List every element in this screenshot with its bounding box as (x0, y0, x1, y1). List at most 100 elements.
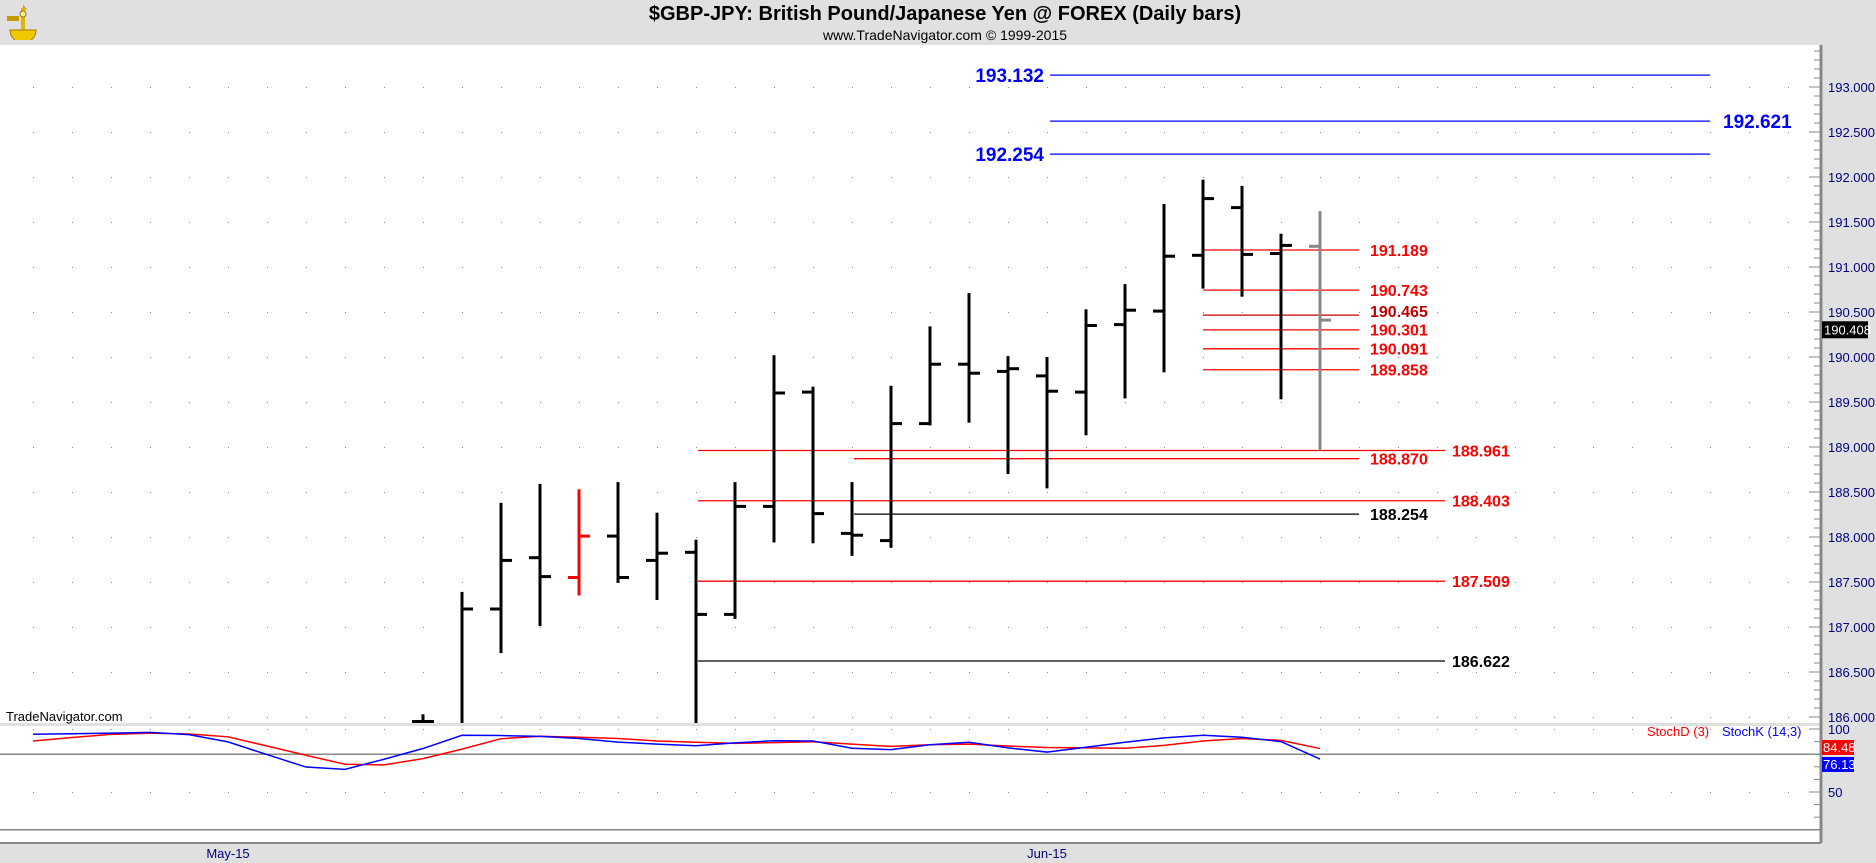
grid-dot (1593, 357, 1594, 358)
ohlc-bar (685, 539, 707, 723)
grid-dot (72, 582, 73, 583)
grid-dot (930, 132, 931, 133)
grid-dot (1749, 357, 1750, 358)
grid-dot (1749, 222, 1750, 223)
level-label: 189.858 (1370, 363, 1428, 380)
grid-dot (306, 537, 307, 538)
grid-dot (306, 447, 307, 448)
grid-dot (696, 222, 697, 223)
grid-dot (1203, 492, 1204, 493)
grid-dot (1008, 729, 1009, 730)
grid-dot (696, 87, 697, 88)
grid-dot (423, 492, 424, 493)
grid-dot (1710, 357, 1711, 358)
grid-dot (423, 222, 424, 223)
grid-dot (1476, 132, 1477, 133)
ohlc-bar (607, 482, 629, 583)
grid-dot (1008, 582, 1009, 583)
grid-dot (735, 447, 736, 448)
bar-range (811, 386, 815, 544)
grid-dot (657, 792, 658, 793)
grid-dot (1437, 717, 1438, 718)
grid-dot (735, 627, 736, 628)
grid-dot (657, 729, 658, 730)
grid-dot (735, 312, 736, 313)
grid-dot (813, 132, 814, 133)
grid-dot (306, 717, 307, 718)
ohlc-bar (412, 714, 434, 723)
grid-dot (345, 357, 346, 358)
grid-dot (228, 222, 229, 223)
grid-dot (1710, 627, 1711, 628)
grid-dot (735, 402, 736, 403)
grid-dot (1632, 729, 1633, 730)
grid-dot (1749, 627, 1750, 628)
grid-dot (501, 132, 502, 133)
grid-dot (189, 357, 190, 358)
grid-dot (1359, 132, 1360, 133)
grid-dot (540, 447, 541, 448)
bar-close-tick (424, 720, 434, 723)
grid-dot (111, 582, 112, 583)
grid-dot (462, 402, 463, 403)
grid-dot (1593, 177, 1594, 178)
grid-dot (1437, 447, 1438, 448)
grid-dot (1164, 87, 1165, 88)
bar-range (850, 482, 854, 556)
grid-dot (1164, 492, 1165, 493)
grid-dot (774, 177, 775, 178)
grid-dot (72, 492, 73, 493)
bar-close-tick (541, 575, 551, 579)
bar-close-tick (1282, 243, 1292, 247)
grid-dot (1242, 792, 1243, 793)
grid-dot (1398, 312, 1399, 313)
bar-close-tick (1048, 389, 1058, 393)
grid-dot (774, 87, 775, 88)
grid-dot (1203, 717, 1204, 718)
grid-dot (1242, 717, 1243, 718)
ohlc-bar (568, 489, 590, 596)
grid-dot (930, 672, 931, 673)
grid-dot (1047, 177, 1048, 178)
grid-dot (384, 492, 385, 493)
grid-dot (696, 312, 697, 313)
grid-dot (618, 792, 619, 793)
grid-dot (1476, 672, 1477, 673)
grid-dot (1515, 402, 1516, 403)
grid-dot (891, 357, 892, 358)
grid-dot (1359, 357, 1360, 358)
grid-dot (657, 357, 658, 358)
y-tick-label: 188.000 (1828, 530, 1875, 545)
grid-dot (111, 792, 112, 793)
grid-dot (1671, 672, 1672, 673)
stoch-d-value-box (1822, 740, 1854, 755)
grid-dot (1203, 537, 1204, 538)
grid-dot (1593, 87, 1594, 88)
grid-dot (852, 132, 853, 133)
grid-dot (969, 177, 970, 178)
grid-dot (1047, 717, 1048, 718)
bar-open-tick (646, 558, 656, 562)
grid-dot (1632, 267, 1633, 268)
grid-dot (150, 672, 151, 673)
grid-dot (1554, 537, 1555, 538)
grid-dot (306, 792, 307, 793)
grid-dot (1476, 222, 1477, 223)
grid-dot (1125, 222, 1126, 223)
grid-dot (1008, 132, 1009, 133)
grid-dot (930, 222, 931, 223)
grid-dot (1749, 402, 1750, 403)
grid-dot (969, 447, 970, 448)
ohlc-bar (802, 386, 824, 544)
grid-dot (696, 492, 697, 493)
grid-dot (1437, 357, 1438, 358)
grid-dot (1632, 132, 1633, 133)
grid-dot (1008, 792, 1009, 793)
grid-dot (540, 132, 541, 133)
grid-dot (1398, 792, 1399, 793)
bar-range (928, 326, 932, 426)
grid-dot (462, 729, 463, 730)
y-tick-label: 188.500 (1828, 485, 1875, 500)
grid-dot (1476, 537, 1477, 538)
